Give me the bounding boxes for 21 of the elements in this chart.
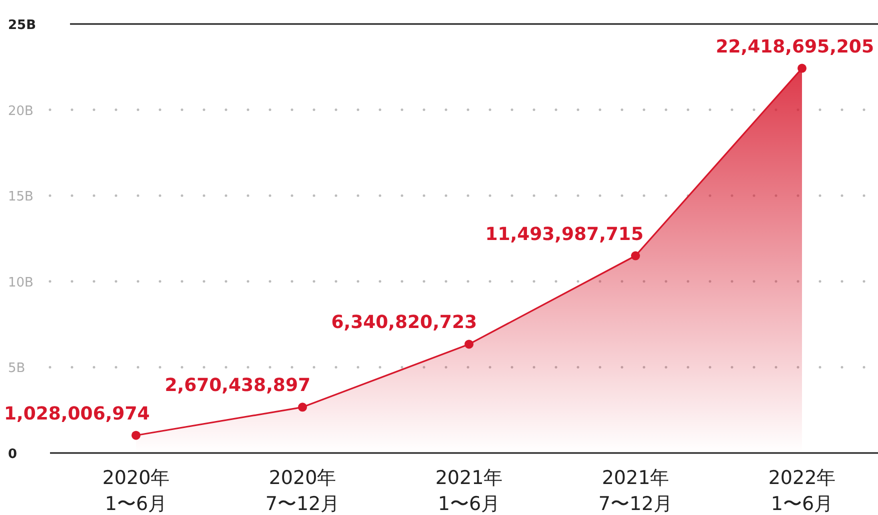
point: [298, 402, 307, 412]
data-label: 6,340,820,723: [331, 312, 477, 334]
point: [798, 64, 806, 73]
data-label: 22,418,695,205: [716, 36, 874, 58]
point: [464, 340, 474, 349]
x-tick-label: 2020年 1〜6月: [102, 467, 170, 515]
point: [631, 251, 640, 260]
data-label: 1,028,006,974: [4, 403, 150, 424]
x-tick-label: 2021年 7〜12月: [598, 467, 673, 515]
data-label: 11,493,987,715: [485, 224, 644, 245]
x-tick-label: 2020年 7〜12月: [265, 467, 340, 515]
data-label: 2,670,438,897: [164, 375, 310, 396]
y-tick-label: 25B: [8, 18, 36, 33]
point: [132, 430, 140, 440]
y-tick-label: 10B: [8, 275, 34, 290]
y-tick-label: 15B: [8, 190, 34, 205]
y-tick-label: 20B: [8, 104, 34, 119]
y-tick-label: 0: [8, 447, 18, 462]
y-tick-label: 5B: [8, 361, 26, 376]
x-tick-label: 2021年 1〜6月: [435, 467, 503, 515]
x-tick-label: 2022年 1〜6月: [768, 467, 836, 515]
